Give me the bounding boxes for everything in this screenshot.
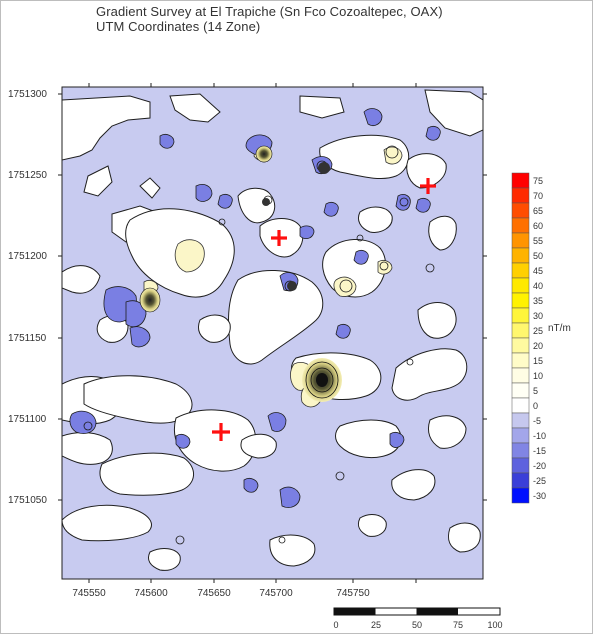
x-tick-labels: 745550 745600 745650 745700 745750 — [72, 588, 370, 599]
colorbar-unit: nT/m — [548, 323, 571, 334]
x-tick-label: 745650 — [197, 588, 231, 599]
colorbar-level-label: 15 — [533, 356, 543, 366]
colorbar-swatch — [511, 382, 530, 399]
scale-label: 75 — [453, 620, 463, 630]
colorbar-swatch — [511, 457, 530, 474]
colorbar-swatch — [511, 442, 530, 459]
scale-label: 50 — [412, 620, 422, 630]
colorbar-swatch — [511, 472, 530, 489]
colorbar-swatch — [511, 217, 530, 234]
colorbar-swatch — [511, 397, 530, 414]
colorbar-swatch — [511, 292, 530, 309]
color-bar: 757065605550454035302520151050-5-10-15-2… — [511, 172, 546, 504]
colorbar-swatch — [511, 427, 530, 444]
axis-ticks — [58, 83, 487, 583]
marker-cross-1 — [271, 230, 287, 246]
y-tick-labels: 1751300 1751250 1751200 1751150 1751100 … — [8, 89, 47, 506]
scale-bar: 0 25 50 75 100 — [333, 607, 503, 630]
colorbar-swatch — [511, 322, 530, 339]
contour-layer — [62, 89, 483, 571]
colorbar-level-label: 25 — [533, 326, 543, 336]
y-tick-label: 1751300 — [8, 89, 47, 100]
map-subtitle: UTM Coordinates (14 Zone) — [96, 19, 261, 34]
colorbar-level-label: 60 — [533, 221, 543, 231]
colorbar-swatch — [511, 247, 530, 264]
colorbar-level-label: 10 — [533, 371, 543, 381]
colorbar-level-label: 30 — [533, 311, 543, 321]
colorbar-swatch — [511, 277, 530, 294]
colorbar-swatch — [511, 262, 530, 279]
markers — [212, 178, 436, 441]
colorbar-level-label: -15 — [533, 446, 546, 456]
colorbar-level-label: 40 — [533, 281, 543, 291]
x-tick-label: 745700 — [259, 588, 293, 599]
secondary-anomalies — [139, 145, 330, 313]
colorbar-swatch — [511, 232, 530, 249]
colorbar-level-label: -5 — [533, 416, 541, 426]
colorbar-swatch — [511, 202, 530, 219]
colorbar-level-label: 50 — [533, 251, 543, 261]
colorbar-level-label: 35 — [533, 296, 543, 306]
scale-label: 100 — [487, 620, 502, 630]
colorbar-level-label: -20 — [533, 461, 546, 471]
x-tick-label: 745750 — [336, 588, 370, 599]
colorbar-level-label: 75 — [533, 176, 543, 186]
colorbar-level-label: 0 — [533, 401, 538, 411]
colorbar-level-label: 65 — [533, 206, 543, 216]
y-tick-label: 1751250 — [8, 170, 47, 181]
colorbar-swatch — [511, 487, 530, 504]
marker-cross-2 — [420, 178, 436, 194]
colorbar-level-label: 70 — [533, 191, 543, 201]
scale-label: 0 — [333, 620, 338, 630]
colorbar-level-label: 5 — [533, 386, 538, 396]
colorbar-level-label: -30 — [533, 491, 546, 501]
y-tick-label: 1751100 — [8, 414, 47, 425]
dipole-anomaly — [302, 358, 342, 402]
plot-border — [61, 86, 484, 580]
colorbar-swatch — [511, 367, 530, 384]
colorbar-swatch — [511, 352, 530, 369]
colorbar-swatch — [511, 172, 530, 189]
y-tick-label: 1751200 — [8, 251, 47, 262]
scale-label: 25 — [371, 620, 381, 630]
colorbar-level-label: 45 — [533, 266, 543, 276]
colorbar-level-label: 20 — [533, 341, 543, 351]
x-tick-label: 745600 — [134, 588, 168, 599]
y-tick-label: 1751150 — [8, 333, 47, 344]
colorbar-level-label: 55 — [533, 236, 543, 246]
marker-cross-3 — [212, 423, 230, 441]
colorbar-swatch — [511, 187, 530, 204]
y-tick-label: 1751050 — [8, 495, 47, 506]
colorbar-swatch — [511, 337, 530, 354]
map-title: Gradient Survey at El Trapiche (Sn Fco C… — [96, 4, 443, 19]
colorbar-swatch — [511, 412, 530, 429]
colorbar-level-label: -10 — [533, 431, 546, 441]
colorbar-swatch — [511, 307, 530, 324]
x-tick-label: 745550 — [72, 588, 106, 599]
colorbar-level-label: -25 — [533, 476, 546, 486]
zero-regions — [62, 89, 483, 571]
